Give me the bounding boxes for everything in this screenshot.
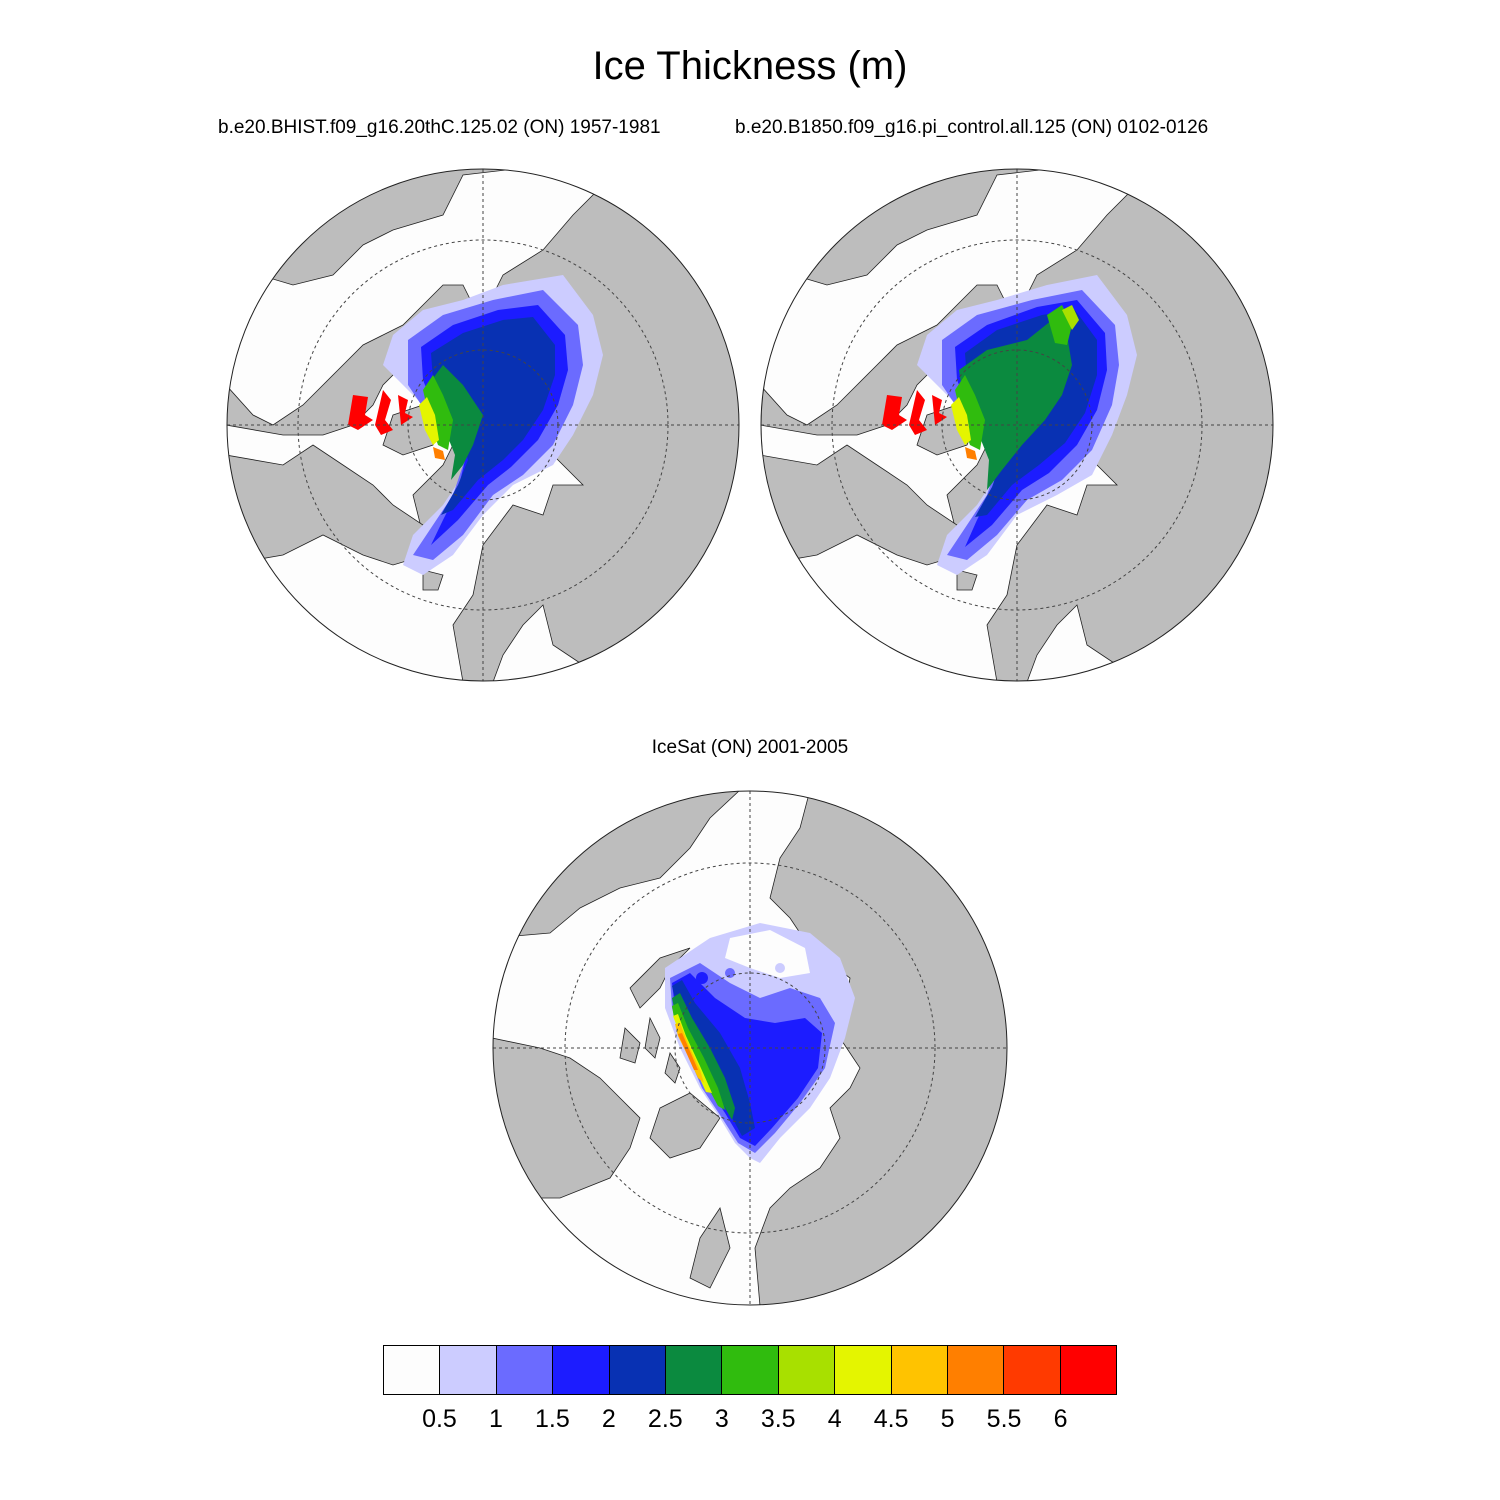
colorbar-tick-label: 2.5 — [647, 1405, 683, 1433]
colorbar-tick-label: 4.5 — [873, 1405, 909, 1433]
colorbar-tick-label: 4 — [827, 1405, 842, 1433]
colorbar-tick-label: 3 — [714, 1405, 729, 1433]
colorbar-swatch — [835, 1346, 892, 1394]
colorbar-tick-label: 5 — [940, 1405, 955, 1433]
colorbar-swatch — [722, 1346, 779, 1394]
colorbar-swatch — [947, 1346, 1005, 1394]
colorbar-swatch — [384, 1346, 441, 1394]
graticule — [227, 169, 739, 681]
page-title: Ice Thickness (m) — [592, 44, 908, 88]
colorbar-swatch — [1060, 1346, 1117, 1394]
colorbar-tick-label: 1 — [488, 1405, 503, 1433]
colorbar-labels: 0.5 1 1.5 2 2.5 3 3.5 4 4.5 5 5.5 6 — [383, 1405, 1117, 1435]
colorbar-swatch — [440, 1346, 497, 1394]
colorbar-swatch — [553, 1346, 610, 1394]
map-boundary — [492, 790, 1008, 1306]
colorbar-tick-label: 3.5 — [760, 1405, 796, 1433]
colorbar-tick-label: 0.5 — [422, 1405, 457, 1433]
panel-3-subtitle: IceSat (ON) 2001-2005 — [651, 737, 849, 758]
graticule — [493, 791, 1007, 1305]
colorbar-tick-label: 6 — [1053, 1405, 1068, 1433]
map-panel-pi-control — [760, 168, 1274, 682]
land-mass — [493, 791, 1007, 1305]
colorbar-tick-label: 2 — [601, 1405, 616, 1433]
colorbar-swatch — [1004, 1346, 1061, 1394]
colorbar-tick-label: 1.5 — [534, 1405, 570, 1433]
map-boundary — [760, 168, 1274, 682]
colorbar — [383, 1345, 1117, 1395]
map-boundary — [226, 168, 740, 682]
panel-2-subtitle: b.e20.B1850.f09_g16.pi_control.all.125 (… — [735, 117, 1209, 138]
colorbar-swatch — [665, 1346, 723, 1394]
colorbar-swatch — [778, 1346, 836, 1394]
map-panel-historical — [226, 168, 740, 682]
map-panel-icesat — [492, 790, 1008, 1306]
panel-1-subtitle: b.e20.BHIST.f09_g16.20thC.125.02 (ON) 19… — [218, 117, 661, 138]
colorbar-swatch — [609, 1346, 666, 1394]
colorbar-tick-label: 5.5 — [986, 1405, 1022, 1433]
graticule — [761, 169, 1273, 681]
colorbar-swatch — [496, 1346, 554, 1394]
colorbar-swatch — [891, 1346, 948, 1394]
